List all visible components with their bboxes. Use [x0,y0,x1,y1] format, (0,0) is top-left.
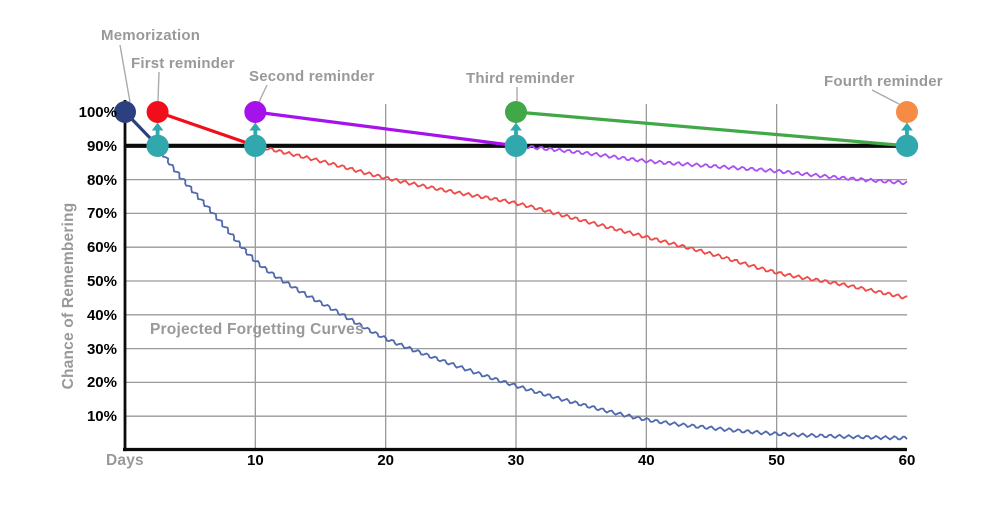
x-tick-label: 30 [507,452,525,469]
review-up-arrow-icon [151,122,164,138]
x-tick-label: 10 [246,452,264,469]
reminder-event-dot [504,101,527,123]
x-tick-label: 40 [637,452,655,469]
y-tick-label: 10% [86,408,117,426]
y-axis-title: Chance of Remembering [60,202,77,390]
retention-decay-line [515,110,908,148]
label-pointer-line [157,71,160,102]
third-reminder-label: Third reminder [466,70,575,87]
x-axis-title: Days [106,452,144,469]
y-tick-label: 40% [86,306,117,324]
curves-annotation: Projected Forgetting Curves [150,321,364,338]
fourth-reminder-label: Fourth reminder [824,73,943,90]
review-up-arrow-icon [249,122,262,138]
review-up-arrow-icon [510,122,522,138]
y-tick-label: 50% [86,273,117,290]
reminder-event-dot [146,101,169,123]
review-point-dot [895,134,919,157]
label-pointer-line [258,84,268,103]
reminder-event-dot [114,101,136,123]
projected-forgetting-curve [156,145,908,441]
retention-decay-line [157,110,256,148]
review-point-dot [504,134,528,157]
second-reminder-label: Second reminder [249,68,375,85]
x-tick-label: 60 [898,452,916,469]
y-tick-label: 100% [78,104,117,121]
projected-forgetting-curve [515,143,908,186]
reminder-event-dot [244,101,267,123]
y-tick-label: 60% [86,239,117,257]
label-pointer-line [871,89,900,105]
first-reminder-label: First reminder [131,55,235,72]
label-pointer-line [119,44,131,103]
y-tick-label: 80% [86,171,117,189]
y-tick-label: 90% [86,137,117,155]
review-point-dot [244,134,267,157]
y-tick-label: 30% [86,340,117,358]
y-tick-label: 20% [86,374,117,392]
reminder-event-dot [895,101,918,123]
review-point-dot [146,134,169,157]
retention-decay-line [255,110,517,148]
review-up-arrow-icon [901,122,913,138]
memorization-label: Memorization [101,27,201,44]
x-tick-label: 20 [377,452,394,469]
projected-forgetting-curve [254,144,908,300]
x-tick-label: 50 [768,452,785,469]
y-tick-label: 70% [86,205,117,223]
